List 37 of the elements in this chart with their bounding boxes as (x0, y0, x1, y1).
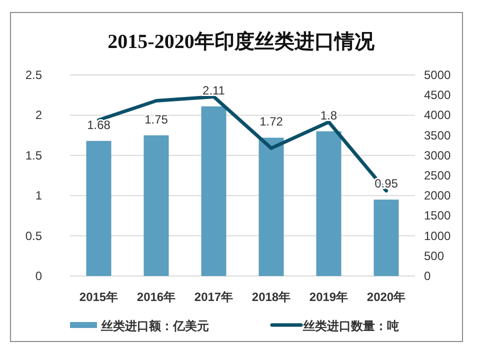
x-tick-label: 2018年 (252, 290, 291, 304)
y2-tick-label: 1000 (424, 228, 452, 243)
y2-tick-label: 5000 (424, 68, 452, 82)
y-tick-label: 0 (35, 269, 42, 283)
y2-tick-label: 1500 (424, 208, 452, 223)
y2-tick-label: 2000 (424, 188, 452, 203)
x-tick-label: 2017年 (194, 290, 234, 304)
bar (258, 138, 284, 276)
x-tick-label: 2016年 (136, 290, 176, 304)
data-label: 1.8 (320, 108, 338, 122)
x-tick-label: 2020年 (366, 290, 406, 304)
y2-tick-label: 4500 (424, 88, 452, 102)
data-label: 1.72 (260, 114, 284, 129)
y-tick-label: 1 (35, 188, 42, 203)
y2-tick-label: 3000 (424, 148, 452, 162)
data-label: 2.11 (202, 83, 226, 98)
y2-tick-label: 2500 (424, 168, 452, 182)
y-tick-label: 0.5 (25, 228, 42, 243)
y2-tick-label: 500 (424, 248, 444, 263)
legend-label: 丝类进口额：亿美元 (100, 319, 209, 333)
x-tick-label: 2019年 (309, 290, 348, 304)
bar (374, 200, 399, 276)
y-tick-label: 2.5 (25, 68, 42, 82)
y2-tick-label: 0 (424, 269, 431, 283)
legend-label: 丝类进口数量：吨 (302, 319, 399, 333)
y2-tick-label: 4000 (424, 108, 452, 122)
bar (316, 131, 342, 276)
data-label: 1.68 (87, 118, 111, 132)
chart-title: 2015-2020年印度丝类进口情况 (108, 30, 376, 53)
data-label: 1.75 (144, 112, 168, 126)
bar (144, 135, 169, 276)
bar (86, 140, 112, 276)
bar (201, 106, 226, 276)
y-tick-label: 1.5 (25, 148, 42, 162)
x-tick-label: 2015年 (79, 290, 118, 304)
y-tick-label: 2 (35, 108, 42, 122)
y2-tick-label: 3500 (424, 128, 452, 142)
